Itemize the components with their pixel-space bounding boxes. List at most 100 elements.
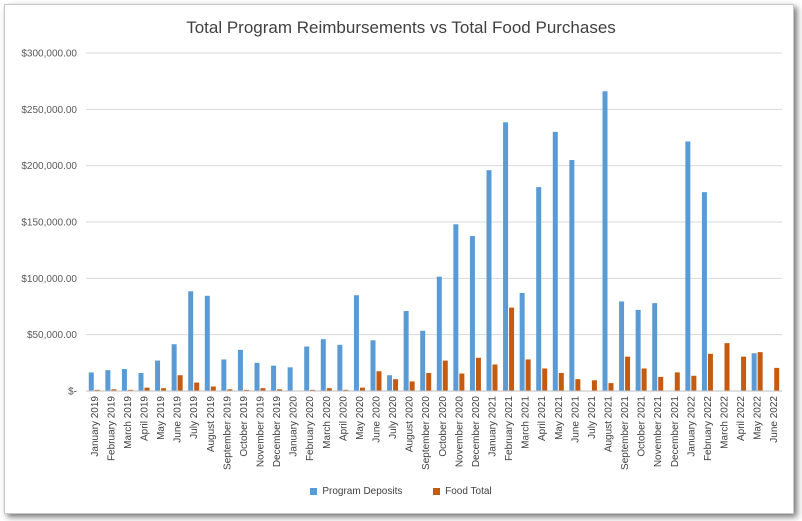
- bar-program-deposits: [221, 359, 227, 391]
- bar-food-total: [608, 383, 614, 391]
- x-tick-label: November 2020: [454, 396, 465, 468]
- chart-title: Total Program Reimbursements vs Total Fo…: [186, 18, 616, 37]
- bar-program-deposits: [304, 346, 310, 391]
- bar-food-total: [459, 373, 465, 391]
- x-tick-label: December 2021: [670, 396, 681, 468]
- x-tick-label: October 2019: [239, 396, 250, 457]
- bar-program-deposits: [751, 353, 757, 391]
- bar-program-deposits: [88, 372, 94, 391]
- bar-food-total: [707, 353, 713, 391]
- x-tick-label: November 2021: [653, 396, 664, 468]
- bar-food-total: [393, 379, 399, 391]
- bar-program-deposits: [602, 91, 608, 391]
- bar-program-deposits: [519, 292, 525, 391]
- x-tick-label: May 2020: [355, 396, 366, 440]
- bar-food-total: [492, 364, 498, 391]
- bar-food-total: [509, 307, 515, 391]
- bar-program-deposits: [387, 375, 393, 391]
- bar-food-total: [426, 372, 432, 391]
- x-tick-label: March 2019: [123, 396, 134, 449]
- x-tick-label: June 2019: [173, 396, 184, 443]
- bar-program-deposits: [420, 330, 426, 391]
- bar-program-deposits: [453, 224, 459, 391]
- bar-program-deposits: [486, 170, 492, 391]
- x-tick-label: April 2019: [140, 396, 151, 441]
- x-tick-label: September 2019: [222, 396, 233, 470]
- x-tick-label: July 2020: [388, 396, 399, 439]
- bar-food-total: [243, 389, 249, 391]
- bar-food-total: [741, 356, 747, 391]
- x-tick-label: December 2020: [471, 396, 482, 468]
- bar-food-total: [409, 381, 415, 391]
- bar-food-total: [161, 388, 167, 391]
- bar-food-total: [227, 389, 233, 391]
- bar-program-deposits: [503, 122, 509, 391]
- legend-swatch-program-deposits: [310, 487, 318, 495]
- x-tick-label: January 2021: [488, 396, 499, 457]
- bar-program-deposits: [171, 344, 177, 391]
- bar-program-deposits: [138, 372, 144, 391]
- bar-program-deposits: [271, 365, 277, 391]
- x-tick-label: June 2021: [570, 396, 581, 443]
- bar-program-deposits: [287, 367, 293, 391]
- x-tick-label: August 2021: [604, 396, 615, 453]
- bar-food-total: [359, 387, 365, 391]
- x-tick-label: April 2020: [338, 396, 349, 441]
- x-tick-label: November 2019: [256, 396, 267, 468]
- bar-food-total: [724, 343, 730, 391]
- bar-food-total: [376, 371, 382, 391]
- bar-food-total: [475, 357, 481, 391]
- bar-program-deposits: [536, 187, 542, 391]
- bar-food-total: [343, 389, 349, 391]
- bar-program-deposits: [685, 141, 691, 391]
- bar-program-deposits: [121, 369, 127, 391]
- bar-program-deposits: [552, 131, 558, 391]
- bar-program-deposits: [337, 344, 343, 391]
- bar-food-total: [674, 372, 680, 391]
- bar-food-total: [591, 380, 597, 391]
- bar-program-deposits: [188, 291, 194, 391]
- x-tick-label: February 2022: [703, 396, 714, 461]
- bar-food-total: [277, 389, 283, 391]
- bar-food-total: [575, 379, 581, 391]
- bar-program-deposits: [569, 160, 575, 391]
- y-tick-label: $200,000.00: [21, 161, 77, 172]
- bar-food-total: [691, 375, 697, 391]
- x-tick-label: February 2019: [106, 396, 117, 461]
- legend-item-program-deposits: Program Deposits: [310, 486, 402, 497]
- x-tick-label: March 2021: [521, 396, 532, 449]
- x-tick-label: January 2019: [90, 396, 101, 457]
- bar-food-total: [177, 375, 183, 391]
- bar-program-deposits: [652, 303, 658, 391]
- x-tick-label: June 2022: [769, 396, 780, 443]
- bar-food-total: [326, 388, 332, 391]
- bar-program-deposits: [635, 309, 641, 391]
- y-tick-label: $300,000.00: [21, 49, 77, 60]
- bar-program-deposits: [403, 311, 409, 391]
- bar-food-total: [774, 367, 780, 391]
- x-tick-label: March 2022: [720, 396, 731, 449]
- legend-swatch-food-total: [433, 487, 441, 495]
- x-tick-label: February 2021: [504, 396, 515, 461]
- bar-program-deposits: [155, 360, 161, 391]
- bar-food-total: [658, 376, 664, 391]
- bar-food-total: [144, 387, 150, 391]
- bar-food-total: [625, 356, 631, 391]
- y-tick-label: $250,000.00: [21, 105, 77, 116]
- bar-program-deposits: [619, 301, 625, 391]
- chart-frame: [4, 4, 794, 514]
- bar-food-total: [542, 368, 548, 391]
- x-tick-label: December 2019: [272, 396, 283, 468]
- y-tick-label: $100,000.00: [21, 274, 77, 285]
- bar-program-deposits: [701, 192, 707, 391]
- x-tick-label: June 2020: [372, 396, 383, 443]
- x-tick-label: September 2021: [620, 396, 631, 470]
- bar-food-total: [641, 368, 647, 391]
- y-tick-label: $-: [68, 387, 77, 398]
- bar-food-total: [442, 360, 448, 391]
- bar-program-deposits: [469, 236, 475, 391]
- bar-food-total: [127, 389, 133, 391]
- bar-program-deposits: [370, 340, 376, 391]
- legend-item-food-total: Food Total: [433, 486, 492, 497]
